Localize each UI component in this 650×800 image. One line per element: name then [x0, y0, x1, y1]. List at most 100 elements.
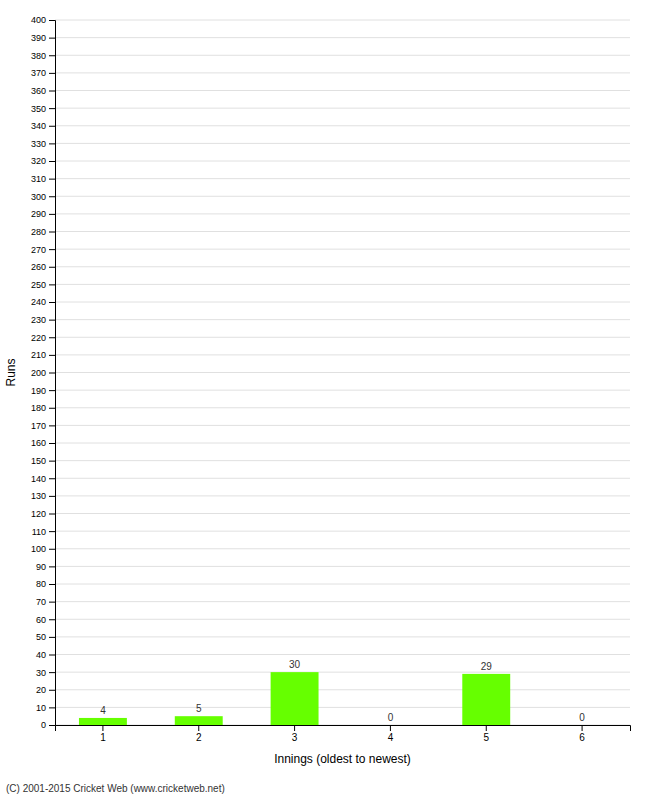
y-tick-label: 240	[31, 297, 46, 307]
y-tick-label: 10	[36, 703, 46, 713]
y-tick-mark	[49, 725, 55, 726]
y-tick-label: 320	[31, 156, 46, 166]
grid-line	[55, 196, 630, 197]
y-tick-label: 190	[31, 386, 46, 396]
y-tick-label: 150	[31, 456, 46, 466]
y-tick: 350	[31, 104, 55, 114]
y-tick-label: 260	[31, 262, 46, 272]
y-tick-mark	[49, 655, 55, 656]
y-tick-label: 180	[31, 403, 46, 413]
y-tick-mark	[49, 549, 55, 550]
y-tick-label: 120	[31, 509, 46, 519]
y-tick-mark	[49, 108, 55, 109]
y-tick-label: 100	[31, 544, 46, 554]
grid-line	[55, 90, 630, 91]
y-tick: 10	[36, 703, 55, 713]
y-tick-mark	[49, 584, 55, 585]
y-tick-label: 50	[36, 632, 46, 642]
grid-line	[55, 531, 630, 532]
plot-area: 1234560102030405060708090100110120130140…	[4, 15, 631, 766]
y-tick: 20	[36, 685, 55, 695]
y-tick-label: 400	[31, 15, 46, 25]
y-tick-mark	[49, 637, 55, 638]
y-tick-mark	[49, 619, 55, 620]
chart-svg: 1234560102030405060708090100110120130140…	[0, 0, 650, 800]
y-tick-label: 280	[31, 227, 46, 237]
data-labels: 45300290	[100, 659, 585, 723]
grid-line	[55, 390, 630, 391]
y-tick-label: 230	[31, 315, 46, 325]
y-tick: 230	[31, 315, 55, 325]
data-label: 5	[196, 703, 202, 714]
y-tick-mark	[49, 249, 55, 250]
y-tick-label: 340	[31, 121, 46, 131]
y-tick: 40	[36, 650, 55, 660]
x-tick-label: 6	[579, 732, 585, 743]
x-tick-label: 3	[292, 732, 298, 743]
grid-line	[55, 478, 630, 479]
grid-line	[55, 495, 630, 496]
y-tick-mark	[49, 425, 55, 426]
grid-line	[55, 513, 630, 514]
y-tick: 310	[31, 174, 55, 184]
grid-line	[55, 460, 630, 461]
grid-line	[55, 37, 630, 38]
grid-line	[55, 20, 630, 21]
grid-line	[55, 619, 630, 620]
grid-line	[55, 337, 630, 338]
y-tick-label: 380	[31, 51, 46, 61]
y-tick: 200	[31, 368, 55, 378]
y-tick-mark	[49, 672, 55, 673]
bars	[79, 672, 510, 725]
grid-line	[55, 636, 630, 637]
grid-line	[55, 654, 630, 655]
y-tick: 160	[31, 438, 55, 448]
y-tick: 370	[31, 68, 55, 78]
bar	[79, 718, 127, 725]
y-tick-label: 350	[31, 104, 46, 114]
grid-line	[55, 125, 630, 126]
y-tick-mark	[49, 355, 55, 356]
grid-line	[55, 161, 630, 162]
y-tick: 140	[31, 474, 55, 484]
y-tick: 30	[36, 668, 55, 678]
y-tick: 50	[36, 632, 55, 642]
x-tick-mark	[486, 725, 487, 731]
bar	[366, 725, 414, 726]
y-tick-mark	[49, 408, 55, 409]
grid-line	[55, 689, 630, 690]
y-tick: 280	[31, 227, 55, 237]
y-tick-mark	[49, 373, 55, 374]
grid-line	[55, 72, 630, 73]
y-tick-mark	[49, 302, 55, 303]
data-label: 30	[289, 659, 301, 670]
y-tick: 130	[31, 491, 55, 501]
y-tick: 70	[36, 597, 55, 607]
y-tick-label: 370	[31, 68, 46, 78]
y-tick-label: 290	[31, 209, 46, 219]
data-label: 4	[100, 705, 106, 716]
y-tick: 120	[31, 509, 55, 519]
bar	[271, 672, 319, 725]
x-tick: 5	[483, 725, 489, 743]
y-tick-mark	[49, 55, 55, 56]
grid-line	[55, 566, 630, 567]
grid	[55, 20, 630, 725]
y-tick-label: 250	[31, 280, 46, 290]
y-tick: 400	[31, 15, 55, 25]
y-tick-label: 0	[41, 720, 46, 730]
x-tick: 2	[196, 725, 202, 743]
y-tick-label: 130	[31, 491, 46, 501]
x-tick-label: 4	[388, 732, 394, 743]
y-tick-label: 270	[31, 245, 46, 255]
grid-line	[55, 213, 630, 214]
y-tick: 60	[36, 615, 55, 625]
x-tick-mark	[390, 725, 391, 731]
x-tick-mark	[294, 725, 295, 731]
y-tick: 330	[31, 139, 55, 149]
y-axis-title: Runs	[4, 358, 18, 386]
y-tick-label: 70	[36, 597, 46, 607]
grid-line	[55, 425, 630, 426]
bar	[462, 674, 510, 725]
y-tick: 390	[31, 33, 55, 43]
